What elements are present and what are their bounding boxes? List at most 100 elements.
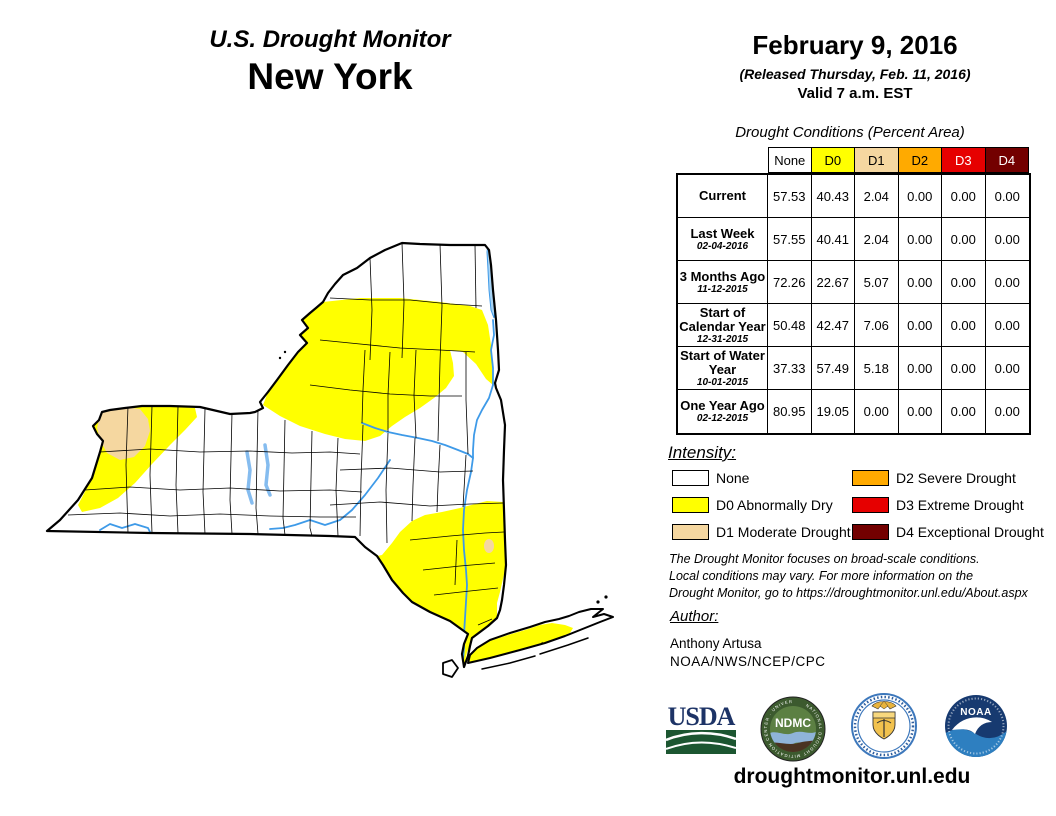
- d3-swatch: [852, 497, 889, 513]
- cell-value: 0.00: [898, 347, 942, 390]
- table-title: Drought Conditions (Percent Area): [735, 124, 965, 141]
- cell-value: 0.00: [942, 390, 986, 433]
- cell-value: 0.00: [899, 390, 942, 433]
- col-header-d0: D0: [811, 147, 855, 173]
- col-header-d4: D4: [985, 147, 1029, 173]
- cell-value: 57.55: [768, 218, 812, 261]
- commerce-seal-logo: [851, 693, 917, 759]
- usda-logo-text: USDA: [668, 702, 736, 731]
- cell-value: 0.00: [942, 218, 986, 261]
- d0-region-southeast: [377, 501, 506, 667]
- d4-swatch: [852, 524, 889, 540]
- cell-value: 22.67: [811, 261, 855, 304]
- cell-value: 0.00: [898, 218, 942, 261]
- row-date: 12-31-2015: [696, 333, 749, 345]
- d2-swatch: [852, 470, 889, 486]
- table-row: Current 57.53 40.43 2.04 0.00 0.00 0.00: [678, 175, 1029, 218]
- ny-drought-map: [45, 241, 614, 678]
- release-date: (Released Thursday, Feb. 11, 2016): [739, 66, 971, 82]
- d0-region-north: [263, 298, 493, 441]
- mohawk-river: [361, 422, 474, 459]
- author-heading: Author:: [670, 608, 719, 625]
- table-row: Last Week 02-04-2016 57.55 40.41 2.04 0.0…: [678, 218, 1029, 261]
- state-outline: [45, 241, 508, 669]
- cell-value: 0.00: [898, 175, 942, 218]
- report-date: February 9, 2016: [752, 30, 958, 60]
- table-header-row: None D0 D1 D2 D3 D4: [768, 147, 1029, 173]
- cell-value: 19.05: [812, 390, 855, 433]
- legend-item-d1: D1 Moderate Drought: [672, 523, 851, 541]
- d1-region-niagara: [97, 407, 150, 460]
- row-label: Start of Calendar Year: [679, 304, 766, 334]
- cell-value: 0.00: [942, 347, 986, 390]
- cell-value: 37.33: [768, 347, 812, 390]
- col-header-d3: D3: [942, 147, 986, 173]
- col-header-none: None: [768, 147, 812, 173]
- cell-value: 0.00: [994, 404, 1020, 419]
- usda-logo: USDA: [666, 702, 736, 754]
- footer-url: droughtmonitor.unl.edu: [733, 765, 971, 788]
- cell-value: 80.95: [768, 390, 812, 433]
- col-header-d1: D1: [855, 147, 899, 173]
- d1-region-east-sliver: [484, 539, 494, 553]
- staten-island: [442, 659, 459, 678]
- row-label: Start of Water Year: [680, 347, 765, 377]
- title-block: U.S. Drought Monitor New York: [150, 26, 510, 98]
- table-row: One Year Ago 02-12-2015 80.95 19.05 0.00 …: [678, 390, 1029, 433]
- legend-item-d4: D4 Exceptional Drought: [852, 523, 1044, 541]
- cell-value: 40.43: [811, 175, 855, 218]
- disclaimer-text: The Drought Monitor focuses on broad-sca…: [669, 552, 1028, 600]
- susquehanna-river: [269, 459, 391, 530]
- small-islands: [278, 350, 608, 604]
- county-boundaries: [67, 243, 505, 626]
- cell-value: 0.00: [942, 261, 986, 304]
- cell-value: 0.00: [898, 304, 942, 347]
- noaa-logo-text: NOAA: [960, 707, 991, 718]
- report-title: U.S. Drought Monitor: [209, 26, 451, 53]
- cell-value: 0.00: [985, 261, 1029, 304]
- cell-value: 57.49: [811, 347, 855, 390]
- d0-swatch: [672, 497, 709, 513]
- cell-value: 0.00: [942, 175, 986, 218]
- valid-time: Valid 7 a.m. EST: [797, 85, 913, 102]
- legend-item-d3: D3 Extreme Drought: [852, 496, 1024, 514]
- legend-item-d2: D2 Severe Drought: [852, 469, 1016, 487]
- cell-value: 0.00: [985, 304, 1029, 347]
- col-header-d2: D2: [898, 147, 942, 173]
- cell-value: 0.00: [898, 261, 942, 304]
- hudson-river: [462, 384, 494, 661]
- cell-value: 2.04: [855, 175, 899, 218]
- legend-heading: Intensity:: [668, 443, 737, 462]
- cell-value: 7.06: [855, 304, 899, 347]
- cell-value: 0.00: [985, 218, 1029, 261]
- row-date: 11-12-2015: [697, 283, 748, 295]
- d1-swatch: [672, 524, 709, 540]
- author-name: Anthony Artusa: [670, 636, 762, 651]
- d0-region-long-island: [468, 623, 573, 663]
- drought-table: Current 57.53 40.43 2.04 0.00 0.00 0.00 …: [676, 173, 1031, 435]
- allegheny-river: [99, 523, 151, 533]
- date-block: February 9, 2016 (Released Thursday, Feb…: [690, 30, 1020, 102]
- table-row: Start of Water Year 10-01-2015 37.33 57.4…: [678, 347, 1029, 390]
- champlain-outlet-river: [490, 319, 495, 386]
- ndmc-logo-text: NDMC: [775, 716, 811, 730]
- legend-item-d0: D0 Abnormally Dry: [672, 496, 833, 514]
- row-label: Current: [699, 188, 746, 203]
- cell-value: 5.18: [855, 347, 899, 390]
- barrier-islands: [481, 637, 589, 670]
- row-label: 3 Months Ago: [679, 268, 766, 284]
- legend-item-none: None: [672, 469, 749, 487]
- none-swatch: [672, 470, 709, 486]
- table-row: 3 Months Ago 11-12-2015 72.26 22.67 5.07 …: [678, 261, 1029, 304]
- cell-value: 72.26: [768, 261, 812, 304]
- region-title: New York: [247, 56, 413, 97]
- table-row: Start of Calendar Year 12-31-2015 50.48 4…: [678, 304, 1029, 347]
- finger-lake-west: [245, 450, 254, 505]
- noaa-logo: NOAA: [945, 695, 1007, 757]
- cell-value: 42.47: [811, 304, 855, 347]
- row-date: 02-04-2016: [696, 240, 749, 252]
- row-date: 10-01-2015: [696, 376, 749, 388]
- cell-value: 0.00: [985, 175, 1029, 218]
- cell-value: 0.00: [942, 304, 986, 347]
